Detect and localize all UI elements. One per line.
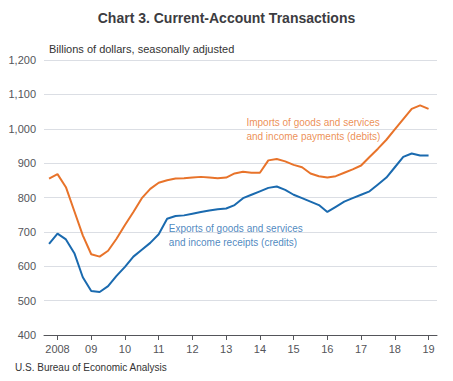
svg-text:2008: 2008 bbox=[45, 343, 69, 355]
svg-text:Billions of dollars, seasonall: Billions of dollars, seasonally adjusted bbox=[49, 43, 234, 55]
svg-text:09: 09 bbox=[85, 343, 97, 355]
svg-text:1,100: 1,100 bbox=[8, 88, 36, 100]
svg-text:Exports of goods and services: Exports of goods and services bbox=[169, 223, 303, 234]
svg-text:16: 16 bbox=[321, 343, 333, 355]
svg-text:19: 19 bbox=[422, 343, 434, 355]
svg-text:and income payments (debits): and income payments (debits) bbox=[246, 131, 380, 142]
svg-text:and income receipts (credits): and income receipts (credits) bbox=[169, 237, 297, 248]
svg-text:900: 900 bbox=[18, 157, 36, 169]
svg-text:14: 14 bbox=[254, 343, 266, 355]
svg-text:800: 800 bbox=[18, 192, 36, 204]
svg-text:10: 10 bbox=[119, 343, 131, 355]
svg-text:18: 18 bbox=[389, 343, 401, 355]
svg-text:15: 15 bbox=[288, 343, 300, 355]
svg-text:1,200: 1,200 bbox=[8, 54, 36, 66]
svg-text:U.S. Bureau of Economic Analys: U.S. Bureau of Economic Analysis bbox=[15, 362, 167, 373]
svg-text:12: 12 bbox=[186, 343, 198, 355]
svg-text:13: 13 bbox=[220, 343, 232, 355]
svg-text:1,000: 1,000 bbox=[8, 123, 36, 135]
svg-text:400: 400 bbox=[18, 329, 36, 341]
svg-text:600: 600 bbox=[18, 260, 36, 272]
svg-text:17: 17 bbox=[355, 343, 367, 355]
svg-text:11: 11 bbox=[153, 343, 164, 355]
svg-text:700: 700 bbox=[18, 226, 36, 238]
svg-text:Imports of goods and services: Imports of goods and services bbox=[246, 117, 379, 128]
svg-text:Chart 3. Current-Account Trans: Chart 3. Current-Account Transactions bbox=[98, 10, 356, 26]
svg-text:500: 500 bbox=[18, 295, 36, 307]
